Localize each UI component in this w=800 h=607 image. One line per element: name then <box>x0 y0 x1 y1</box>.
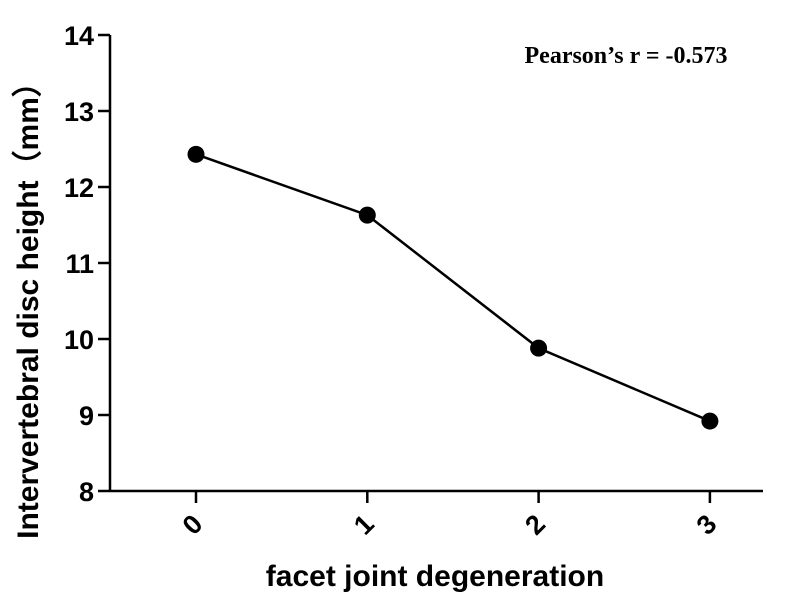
x-tick-label: 0 <box>177 509 209 541</box>
data-points <box>187 145 719 430</box>
x-axis-title: facet joint degeneration <box>266 560 604 593</box>
y-tick-label: 12 <box>64 173 94 203</box>
y-tick-label: 13 <box>64 97 94 127</box>
y-tick-label: 14 <box>64 21 94 51</box>
data-point <box>701 412 719 430</box>
data-point <box>530 339 548 357</box>
y-tick-label: 8 <box>79 477 94 507</box>
y-tick-label: 10 <box>64 325 94 355</box>
x-ticks: 0 1 2 3 <box>177 491 723 541</box>
y-axis-title: Intervertebral disc height（mm） <box>11 67 45 539</box>
data-point <box>187 145 205 163</box>
y-ticks: 8 9 10 11 12 13 14 <box>64 21 110 507</box>
y-tick-label: 11 <box>65 249 94 279</box>
x-tick-label: 3 <box>691 509 723 541</box>
data-point <box>358 206 376 224</box>
pearson-annotation: Pearson’s r = -0.573 <box>525 43 728 69</box>
x-tick-label: 2 <box>519 509 551 541</box>
y-tick-label: 9 <box>79 401 94 431</box>
series-line <box>195 153 711 423</box>
x-tick-label: 1 <box>348 509 380 541</box>
